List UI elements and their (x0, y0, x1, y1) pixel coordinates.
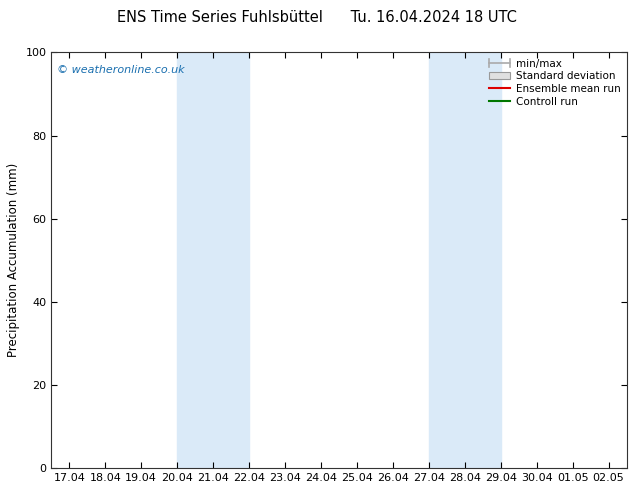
Text: © weatheronline.co.uk: © weatheronline.co.uk (57, 65, 184, 75)
Bar (177, 52, 249, 468)
Legend: min/max, Standard deviation, Ensemble mean run, Controll run: min/max, Standard deviation, Ensemble me… (486, 55, 623, 110)
Y-axis label: Precipitation Accumulation (mm): Precipitation Accumulation (mm) (7, 163, 20, 358)
Bar (429, 52, 501, 468)
Text: ENS Time Series Fuhlsbüttel      Tu. 16.04.2024 18 UTC: ENS Time Series Fuhlsbüttel Tu. 16.04.20… (117, 10, 517, 25)
